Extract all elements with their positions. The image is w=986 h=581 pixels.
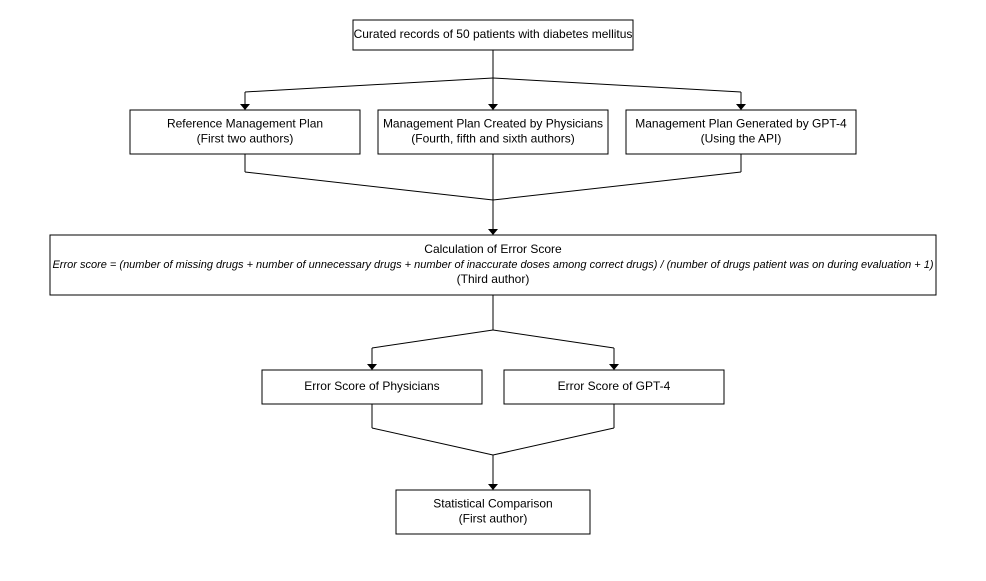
node-calc-line-2: (Third author): [457, 272, 530, 286]
node-calc-line-1: Error score = (number of missing drugs +…: [52, 259, 933, 271]
node-gpt-line-1: (Using the API): [701, 132, 782, 146]
node-calc-line-0: Calculation of Error Score: [424, 242, 562, 256]
node-err_phys-line-0: Error Score of Physicians: [304, 379, 439, 393]
node-phys-line-0: Management Plan Created by Physicians: [383, 117, 603, 131]
node-ref-line-1: (First two authors): [197, 132, 294, 146]
node-phys-line-1: (Fourth, fifth and sixth authors): [411, 132, 574, 146]
node-gpt-line-0: Management Plan Generated by GPT-4: [635, 117, 847, 131]
node-stat-line-0: Statistical Comparison: [433, 497, 552, 511]
node-err_gpt-line-0: Error Score of GPT-4: [558, 379, 671, 393]
node-ref-line-0: Reference Management Plan: [167, 117, 323, 131]
node-top-line-0: Curated records of 50 patients with diab…: [354, 27, 633, 41]
node-stat-line-1: (First author): [459, 512, 528, 526]
